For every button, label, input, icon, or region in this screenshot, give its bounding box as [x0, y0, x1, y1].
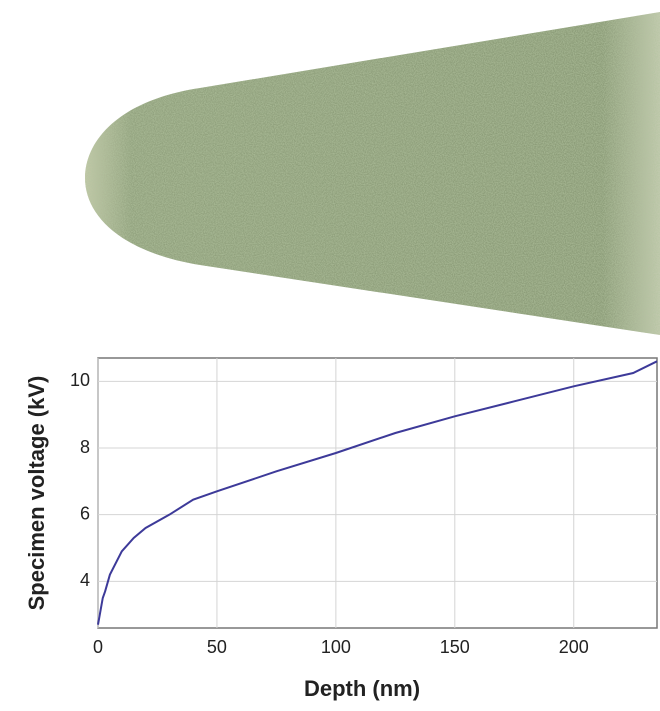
y-tick-label: 6 [80, 503, 90, 523]
data-line [97, 360, 658, 625]
x-tick-label: 0 [93, 637, 103, 657]
x-tick-label: 100 [321, 637, 351, 657]
x-tick-label: 150 [440, 637, 470, 657]
y-axis-label: Specimen voltage (kV) [24, 376, 49, 611]
reconstruction-image [85, 12, 660, 335]
y-tick-label: 8 [80, 437, 90, 457]
x-axis-label: Depth (nm) [304, 676, 420, 701]
x-tick-label: 50 [207, 637, 227, 657]
y-tick-label: 10 [70, 370, 90, 390]
plot-frame [97, 357, 658, 629]
y-tick-label: 4 [80, 570, 90, 590]
x-tick-label: 200 [559, 637, 589, 657]
